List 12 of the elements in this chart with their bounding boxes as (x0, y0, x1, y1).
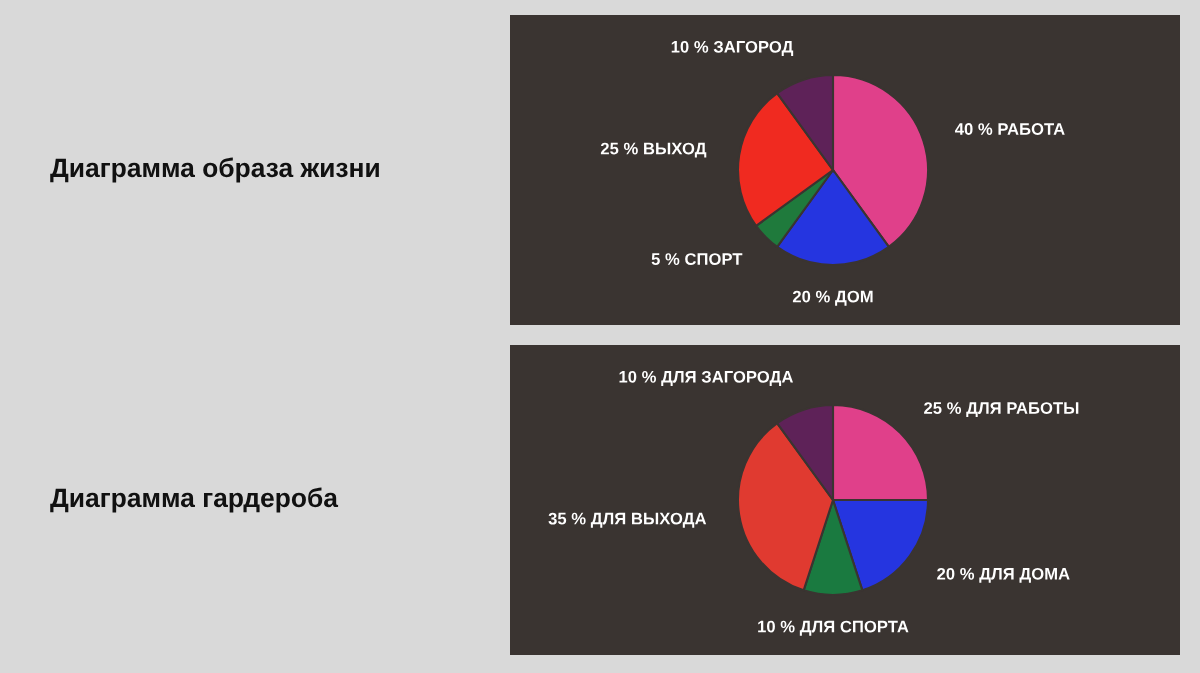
slice-label: 20 % ДОМ (792, 290, 873, 306)
text: Диаграмма гардероба (50, 487, 339, 513)
slice-label: 25 % ДЛЯ РАБОТЫ (924, 402, 1079, 418)
slice-label: 10 % ДЛЯ СПОРТА (758, 620, 909, 636)
slice-label: 10 % ДЛЯ ЗАГОРОДА (619, 370, 794, 386)
text: Диаграмма образа жизни (50, 157, 379, 183)
slice-label: 40 % РАБОТА (954, 123, 1065, 135)
slice-label: 20 % ДЛЯ ДОМА (937, 567, 1070, 583)
slice-label: 35 % ДЛЯ ВЫХОДА (548, 512, 707, 528)
slice-label: 25 % ВЫХОД (600, 142, 707, 158)
slice-label: 5 % СПОРТ (651, 253, 743, 265)
slice-label: 10 % ЗАГОРОД (671, 40, 794, 56)
